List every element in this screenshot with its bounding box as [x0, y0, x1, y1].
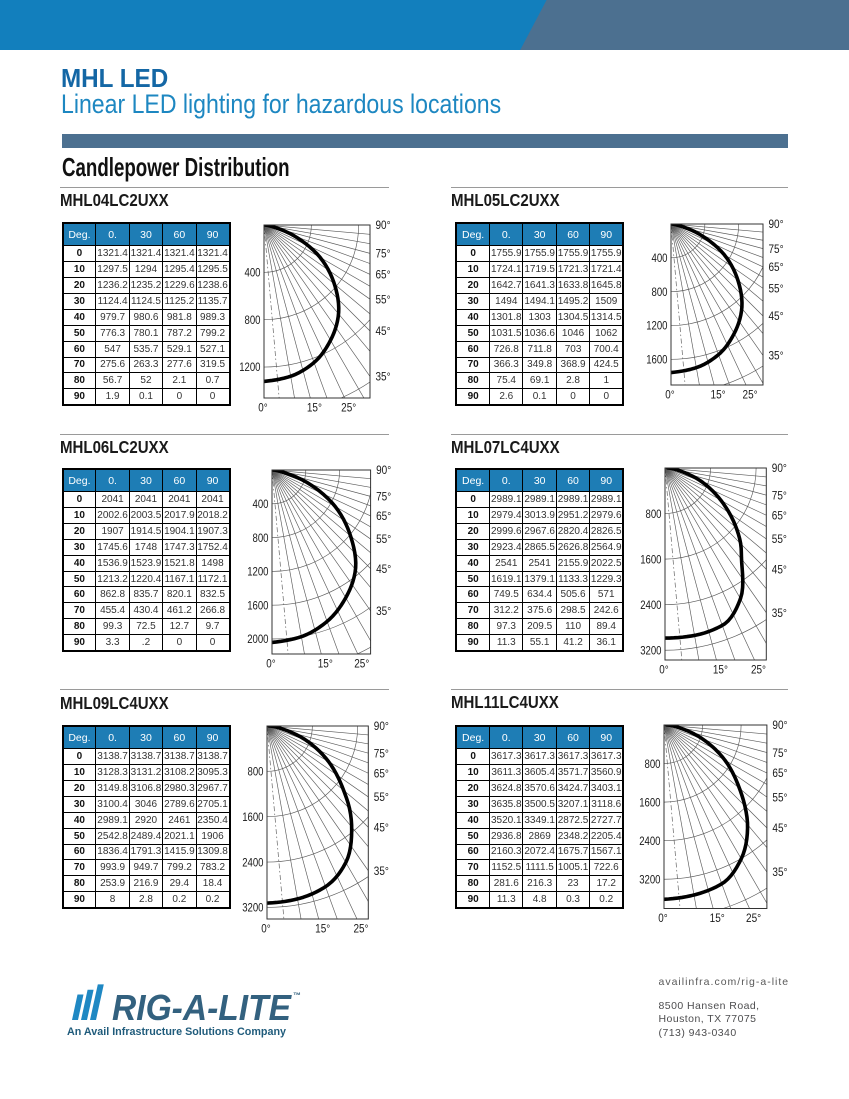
svg-text:800: 800 [252, 531, 268, 545]
svg-text:90°: 90° [376, 463, 391, 477]
svg-text:1600: 1600 [639, 795, 660, 809]
svg-text:2400: 2400 [639, 833, 660, 847]
svg-text:15°: 15° [710, 387, 725, 401]
svg-text:75°: 75° [376, 246, 391, 260]
svg-text:25°: 25° [354, 656, 369, 670]
svg-text:1200: 1200 [646, 318, 667, 332]
svg-text:RIG-A-LITE: RIG-A-LITE [112, 987, 292, 1028]
svg-text:75°: 75° [772, 488, 787, 502]
svg-text:2400: 2400 [242, 855, 263, 869]
svg-text:55°: 55° [376, 292, 391, 306]
svg-text:65°: 65° [772, 766, 787, 780]
svg-text:0°: 0° [665, 387, 674, 401]
svg-text:15°: 15° [713, 662, 728, 676]
svg-text:25°: 25° [341, 400, 356, 414]
svg-text:2000: 2000 [247, 632, 268, 646]
svg-text:65°: 65° [772, 508, 787, 522]
svg-text:35°: 35° [772, 606, 787, 620]
svg-text:1600: 1600 [247, 598, 268, 612]
svg-text:™: ™ [293, 991, 301, 1000]
svg-text:0°: 0° [659, 662, 668, 676]
svg-text:1200: 1200 [239, 360, 260, 374]
svg-text:25°: 25° [751, 662, 766, 676]
svg-text:90°: 90° [373, 719, 388, 733]
svg-text:25°: 25° [353, 921, 368, 935]
svg-text:35°: 35° [376, 604, 391, 618]
svg-text:45°: 45° [768, 309, 783, 323]
svg-text:1600: 1600 [242, 810, 263, 824]
svg-text:0°: 0° [261, 921, 270, 935]
svg-text:1200: 1200 [247, 565, 268, 579]
svg-text:0°: 0° [266, 656, 275, 670]
svg-text:25°: 25° [742, 387, 757, 401]
svg-text:45°: 45° [376, 562, 391, 576]
svg-text:65°: 65° [373, 766, 388, 780]
svg-text:0°: 0° [258, 400, 267, 414]
svg-text:800: 800 [644, 756, 660, 770]
svg-text:35°: 35° [376, 369, 391, 383]
svg-text:1600: 1600 [646, 352, 667, 366]
svg-text:1600: 1600 [640, 552, 661, 566]
svg-text:15°: 15° [709, 910, 724, 924]
svg-text:90°: 90° [772, 461, 787, 475]
svg-text:An Avail Infrastructure Soluti: An Avail Infrastructure Solutions Compan… [67, 1026, 287, 1038]
svg-text:55°: 55° [768, 281, 783, 295]
svg-text:90°: 90° [772, 718, 787, 732]
svg-text:45°: 45° [772, 821, 787, 835]
svg-text:800: 800 [651, 284, 667, 298]
svg-text:75°: 75° [373, 746, 388, 760]
svg-text:400: 400 [252, 497, 268, 511]
svg-text:75°: 75° [376, 490, 391, 504]
svg-text:3200: 3200 [639, 872, 660, 886]
svg-text:15°: 15° [307, 400, 322, 414]
svg-text:55°: 55° [376, 532, 391, 546]
svg-text:55°: 55° [772, 790, 787, 804]
svg-text:400: 400 [245, 265, 261, 279]
svg-text:2400: 2400 [640, 598, 661, 612]
svg-text:35°: 35° [373, 864, 388, 878]
svg-text:45°: 45° [772, 562, 787, 576]
svg-text:65°: 65° [376, 509, 391, 523]
svg-text:90°: 90° [768, 217, 783, 231]
svg-text:15°: 15° [315, 921, 330, 935]
svg-text:3200: 3200 [640, 643, 661, 657]
svg-text:15°: 15° [318, 656, 333, 670]
svg-text:55°: 55° [772, 532, 787, 546]
svg-text:75°: 75° [772, 745, 787, 759]
svg-text:800: 800 [645, 507, 661, 521]
svg-text:400: 400 [651, 251, 667, 265]
svg-text:90°: 90° [376, 218, 391, 232]
svg-text:800: 800 [245, 312, 261, 326]
svg-text:0°: 0° [658, 910, 667, 924]
svg-text:45°: 45° [376, 324, 391, 338]
svg-text:35°: 35° [772, 865, 787, 879]
svg-text:75°: 75° [768, 241, 783, 255]
svg-text:800: 800 [247, 765, 263, 779]
svg-text:65°: 65° [376, 267, 391, 281]
svg-text:55°: 55° [373, 790, 388, 804]
svg-text:3200: 3200 [242, 901, 263, 915]
svg-text:25°: 25° [746, 910, 761, 924]
svg-text:35°: 35° [768, 348, 783, 362]
svg-text:45°: 45° [373, 821, 388, 835]
svg-text:65°: 65° [768, 260, 783, 274]
